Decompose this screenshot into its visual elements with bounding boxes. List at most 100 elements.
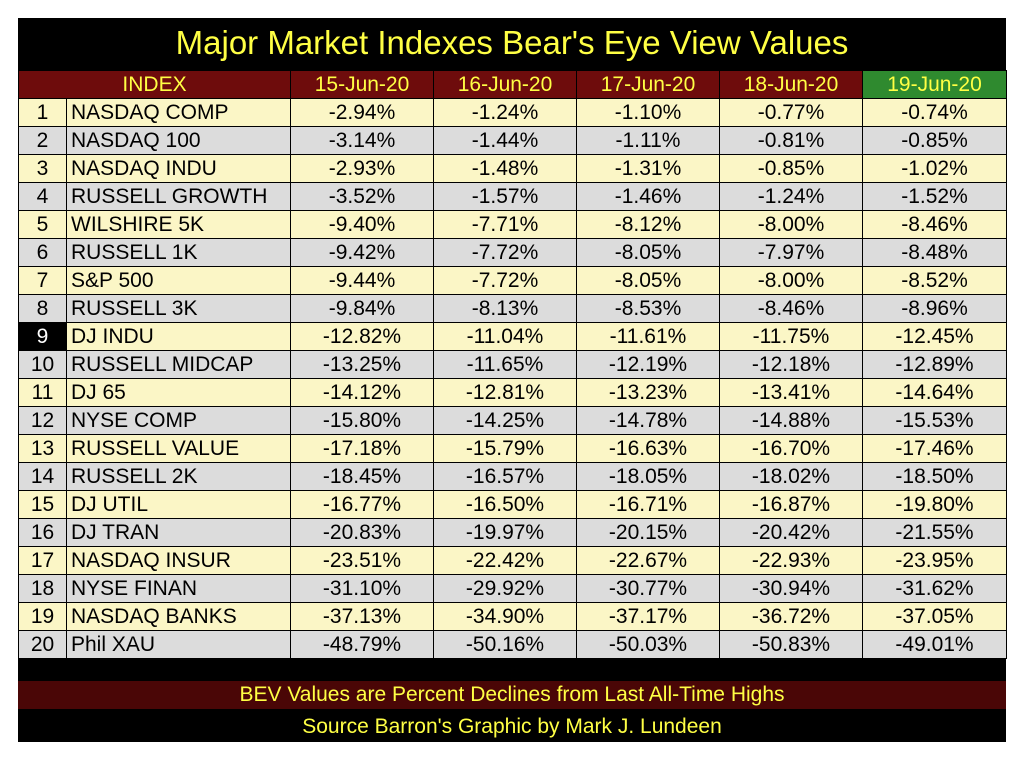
row-value-cell: -14.78% — [576, 406, 720, 435]
row-value-cell: -50.83% — [719, 630, 863, 659]
row-value-cell: -9.42% — [290, 238, 434, 267]
row-index-name: RUSSELL 3K — [66, 294, 291, 323]
row-value-cell: -1.52% — [862, 182, 1007, 211]
row-value-cell: -16.70% — [719, 434, 863, 463]
row-rank: 16 — [18, 518, 67, 547]
row-value-cell: -16.63% — [576, 434, 720, 463]
row-value-cell: -18.05% — [576, 462, 720, 491]
row-value-cell: -18.50% — [862, 462, 1007, 491]
chart-frame: Major Market Indexes Bear's Eye View Val… — [18, 18, 1007, 742]
row-value-cell: -14.25% — [433, 406, 577, 435]
row-rank: 14 — [18, 462, 67, 491]
table-row: 19 NASDAQ BANKS -37.13% -34.90% -37.17% -36.7… — [18, 602, 1007, 631]
row-value-cell: -9.40% — [290, 210, 434, 239]
row-value-cell: -1.48% — [433, 154, 577, 183]
row-value-cell: -0.74% — [862, 98, 1007, 127]
row-value-cell: -50.16% — [433, 630, 577, 659]
row-value-cell: -0.85% — [719, 154, 863, 183]
row-value-cell: -16.50% — [433, 490, 577, 519]
row-rank: 19 — [18, 602, 67, 631]
row-value-cell: -30.77% — [576, 574, 720, 603]
row-rank: 5 — [18, 210, 67, 239]
row-rank: 3 — [18, 154, 67, 183]
row-value-cell: -18.02% — [719, 462, 863, 491]
row-value-cell: -8.05% — [576, 238, 720, 267]
row-value-cell: -23.51% — [290, 546, 434, 575]
table-row: 13 RUSSELL VALUE -17.18% -15.79% -16.63% -16.… — [18, 434, 1007, 463]
row-value-cell: -14.64% — [862, 378, 1007, 407]
row-value-cell: -22.93% — [719, 546, 863, 575]
row-value-cell: -16.71% — [576, 490, 720, 519]
table-row: 4 RUSSELL GROWTH -3.52% -1.57% -1.46% -1.24% -… — [18, 182, 1007, 211]
row-value-cell: -16.57% — [433, 462, 577, 491]
row-value-cell: -18.45% — [290, 462, 434, 491]
row-rank: 9 — [18, 322, 67, 351]
row-rank: 6 — [18, 238, 67, 267]
row-value-cell: -48.79% — [290, 630, 434, 659]
row-value-cell: -17.18% — [290, 434, 434, 463]
row-index-name: RUSSELL VALUE — [66, 434, 291, 463]
row-index-name: Phil XAU — [66, 630, 291, 659]
row-value-cell: -11.75% — [719, 322, 863, 351]
row-value-cell: -9.44% — [290, 266, 434, 295]
row-value-cell: -22.67% — [576, 546, 720, 575]
row-value-cell: -20.42% — [719, 518, 863, 547]
row-value-cell: -7.71% — [433, 210, 577, 239]
row-value-cell: -8.53% — [576, 294, 720, 323]
table-row: 10 RUSSELL MIDCAP -13.25% -11.65% -12.19% -12… — [18, 350, 1007, 379]
row-value-cell: -12.18% — [719, 350, 863, 379]
table-row: 8 RUSSELL 3K -9.84% -8.13% -8.53% -8.46% -8.96… — [18, 294, 1007, 323]
row-rank: 20 — [18, 630, 67, 659]
row-rank: 13 — [18, 434, 67, 463]
source-credit: Source Barron's Graphic by Mark J. Lunde… — [18, 712, 1006, 742]
row-value-cell: -34.90% — [433, 602, 577, 631]
row-value-cell: -23.95% — [862, 546, 1007, 575]
row-rank: 11 — [18, 378, 67, 407]
row-value-cell: -8.96% — [862, 294, 1007, 323]
row-index-name: DJ UTIL — [66, 490, 291, 519]
row-value-cell: -1.31% — [576, 154, 720, 183]
row-value-cell: -2.94% — [290, 98, 434, 127]
row-value-cell: -8.05% — [576, 266, 720, 295]
row-value-cell: -9.84% — [290, 294, 434, 323]
row-value-cell: -7.72% — [433, 266, 577, 295]
table-row: 18 NYSE FINAN -31.10% -29.92% -30.77% -30.94%… — [18, 574, 1007, 603]
row-rank: 2 — [18, 126, 67, 155]
row-index-name: RUSSELL 1K — [66, 238, 291, 267]
row-value-cell: -11.65% — [433, 350, 577, 379]
row-value-cell: -17.46% — [862, 434, 1007, 463]
row-value-cell: -3.14% — [290, 126, 434, 155]
header-index: INDEX — [18, 70, 291, 99]
table-row: 2 NASDAQ 100 -3.14% -1.44% -1.11% -0.81% -0.85… — [18, 126, 1007, 155]
table-row: 1 NASDAQ COMP -2.94% -1.24% -1.10% -0.77% -0.7… — [18, 98, 1007, 127]
row-value-cell: -1.57% — [433, 182, 577, 211]
row-rank: 12 — [18, 406, 67, 435]
table-row: 7 S&P 500 -9.44% -7.72% -8.05% -8.00% -8.52% — [18, 266, 1007, 295]
row-value-cell: -12.82% — [290, 322, 434, 351]
row-value-cell: -0.85% — [862, 126, 1007, 155]
row-value-cell: -14.12% — [290, 378, 434, 407]
row-value-cell: -37.17% — [576, 602, 720, 631]
table-row: 5 WILSHIRE 5K -9.40% -7.71% -8.12% -8.00% -8.4… — [18, 210, 1007, 239]
table-row: 17 NASDAQ INSUR -23.51% -22.42% -22.67% -22.9… — [18, 546, 1007, 575]
row-index-name: RUSSELL MIDCAP — [66, 350, 291, 379]
row-value-cell: -12.89% — [862, 350, 1007, 379]
row-index-name: RUSSELL GROWTH — [66, 182, 291, 211]
row-index-name: DJ INDU — [66, 322, 291, 351]
row-value-cell: -1.24% — [719, 182, 863, 211]
row-value-cell: -8.00% — [719, 266, 863, 295]
row-value-cell: -15.79% — [433, 434, 577, 463]
row-value-cell: -50.03% — [576, 630, 720, 659]
row-value-cell: -13.23% — [576, 378, 720, 407]
row-value-cell: -7.72% — [433, 238, 577, 267]
header-date-1: 15-Jun-20 — [290, 70, 434, 99]
row-value-cell: -2.93% — [290, 154, 434, 183]
row-index-name: NASDAQ BANKS — [66, 602, 291, 631]
row-value-cell: -22.42% — [433, 546, 577, 575]
row-value-cell: -49.01% — [862, 630, 1007, 659]
row-rank: 10 — [18, 350, 67, 379]
footer-note: BEV Values are Percent Declines from Las… — [18, 681, 1006, 709]
row-value-cell: -12.45% — [862, 322, 1007, 351]
row-value-cell: -1.44% — [433, 126, 577, 155]
row-value-cell: -1.46% — [576, 182, 720, 211]
